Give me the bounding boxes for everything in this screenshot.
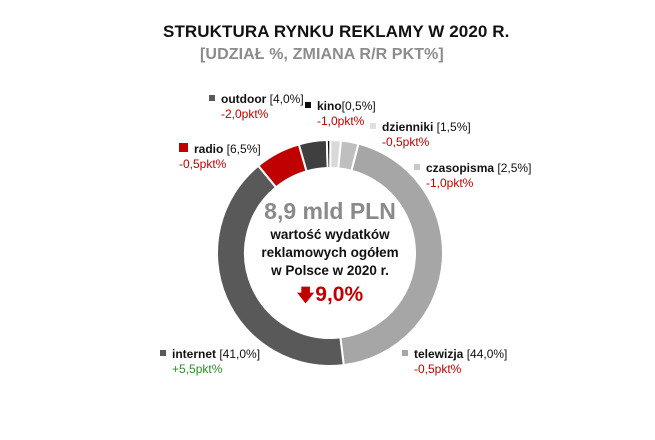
description-line-3: w Polsce w 2020 r. xyxy=(271,263,389,278)
label-share: [0,5%] xyxy=(341,99,376,113)
label-internet: internet [41,0%] +5,5pkt% xyxy=(160,347,260,377)
donut-segment-czasopisma xyxy=(337,139,360,172)
label-name: kino xyxy=(317,99,342,113)
legend-square-icon xyxy=(179,143,188,153)
donut-segment-telewizja xyxy=(339,142,444,367)
label-delta: -0,5pkt% xyxy=(382,135,430,149)
legend-square-icon xyxy=(305,101,311,108)
label-radio: radio [6,5%] -0,5pkt% xyxy=(179,142,261,172)
label-kino: kino[0,5%] -1,0pkt% xyxy=(305,99,376,129)
label-telewizja: telewizja [44,0%] -0,5pkt% xyxy=(402,347,507,377)
label-delta: -1,0pkt% xyxy=(426,176,474,190)
label-outdoor: outdoor [4,0%] -2,0pkt% xyxy=(209,92,304,122)
label-czasopisma: czasopisma [2,5%] -1,0pkt% xyxy=(414,161,531,191)
label-share: [1,5%] xyxy=(433,120,471,134)
legend-square-icon xyxy=(209,94,215,101)
label-share: [2,5%] xyxy=(494,161,532,175)
description-line-1: wartość wydatków xyxy=(270,227,390,242)
label-delta: -0,5pkt% xyxy=(179,157,227,171)
arrow-down-icon: 🡇 xyxy=(296,286,315,305)
label-dzienniki: dzienniki [1,5%] -0,5pkt% xyxy=(370,120,471,150)
label-delta: +5,5pkt% xyxy=(172,362,223,376)
legend-square-icon xyxy=(370,122,376,129)
legend-square-icon xyxy=(414,163,420,170)
label-name: outdoor xyxy=(221,92,267,106)
label-delta: -2,0pkt% xyxy=(221,107,269,121)
label-name: dzienniki xyxy=(382,120,434,134)
total-description: wartość wydatków reklamowych ogółem w Po… xyxy=(245,226,415,280)
label-share: [4,0%] xyxy=(266,92,304,106)
chart-subtitle: [UDZIAŁ %, ZMIANA R/R PKT%] xyxy=(200,46,444,63)
legend-square-icon xyxy=(160,349,166,356)
label-delta: -1,0pkt% xyxy=(317,114,365,128)
label-name: radio xyxy=(194,142,224,156)
label-name: telewizja xyxy=(414,347,464,361)
label-name: internet xyxy=(172,347,217,361)
label-share: [6,5%] xyxy=(223,142,261,156)
donut-center-annotation: 8,9 mld PLN wartość wydatków reklamowych… xyxy=(245,198,415,309)
total-value: 8,9 mld PLN xyxy=(264,198,396,224)
total-change: 🡇9,0% xyxy=(245,282,415,309)
total-change-value: 9,0% xyxy=(315,283,364,306)
legend-square-icon xyxy=(402,349,408,356)
label-delta: -0,5pkt% xyxy=(414,362,462,376)
label-share: [41,0%] xyxy=(216,347,261,361)
chart-title: STRUKTURA RYNKU REKLAMY W 2020 R. xyxy=(163,22,510,41)
label-name: czasopisma xyxy=(426,161,495,175)
description-line-2: reklamowych ogółem xyxy=(261,245,399,260)
label-share: [44,0%] xyxy=(463,347,508,361)
